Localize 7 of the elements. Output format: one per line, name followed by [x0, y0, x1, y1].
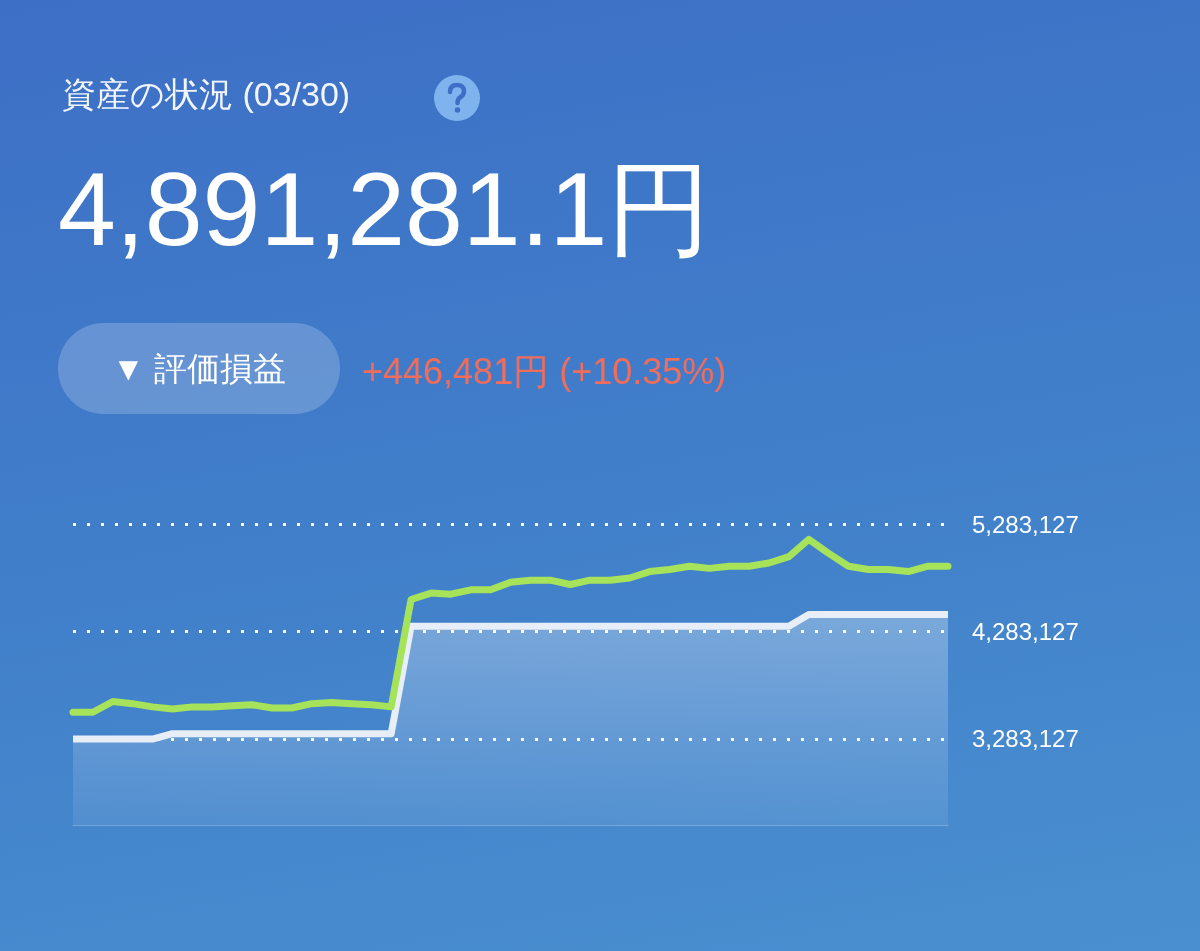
text: +446,481円 (+10.35%): [362, 350, 727, 394]
y-tick-label: 4,283,127: [972, 617, 1079, 645]
y-tick-label: 5,283,127: [972, 510, 1079, 538]
chart-subtitle: 4,891,281.1円: [58, 151, 712, 267]
text: ▼ 評価損益: [58, 323, 340, 414]
y-tick-label: 3,283,127: [972, 725, 1079, 753]
chart-title: 資産の状況 (03/30): [62, 74, 351, 115]
